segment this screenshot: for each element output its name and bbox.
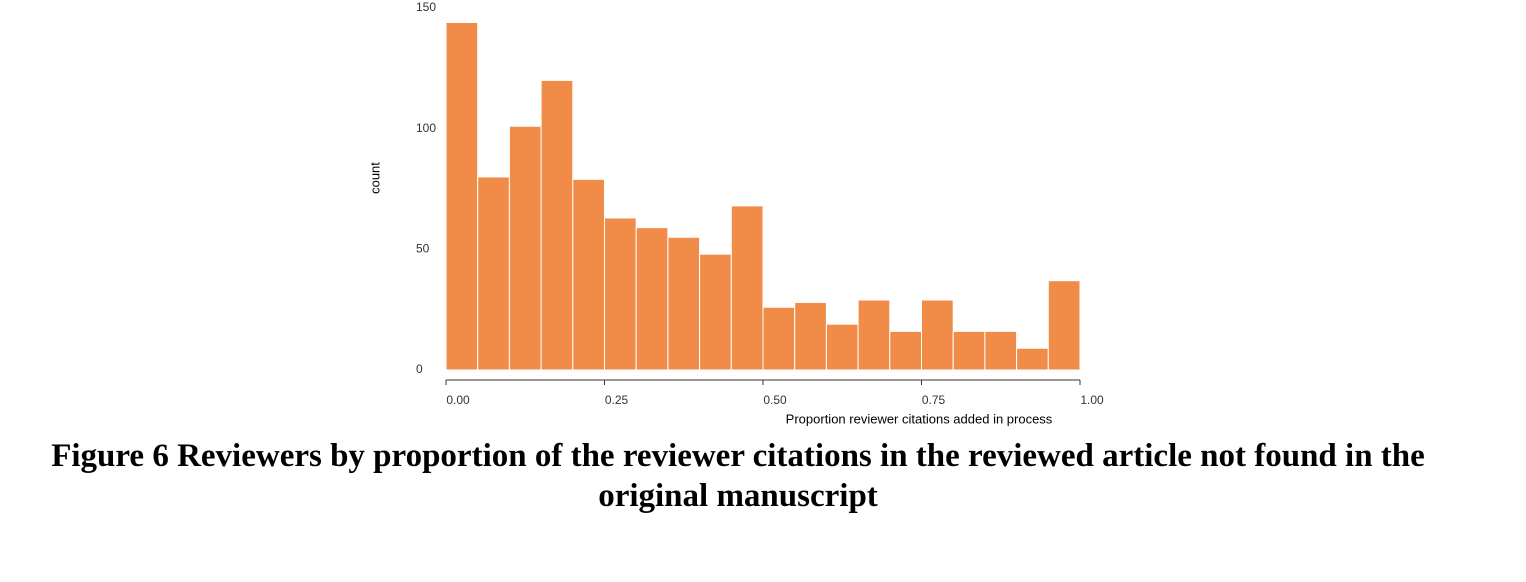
bar <box>572 178 605 371</box>
bar <box>794 301 827 371</box>
y-axis-label: count <box>367 162 382 194</box>
bar <box>1047 280 1081 371</box>
x-tick-label: 1.00 <box>1080 393 1104 407</box>
bar <box>921 299 954 371</box>
bar <box>445 21 479 371</box>
x-axis-label: Proportion reviewer citations added in p… <box>786 411 1053 426</box>
bar <box>635 227 669 371</box>
y-tick-label: 0 <box>416 362 423 376</box>
y-tick-label: 150 <box>416 0 436 14</box>
bar <box>604 217 637 371</box>
x-tick-label: 0.00 <box>446 393 470 407</box>
bar <box>889 330 922 371</box>
bar <box>984 330 1018 371</box>
bar <box>952 330 986 371</box>
chart: count Proportion reviewer citations adde… <box>367 0 1104 426</box>
figure-caption: Figure 6 Reviewers by proportion of the … <box>51 438 1425 514</box>
bar <box>857 299 891 371</box>
bar <box>825 323 859 371</box>
bar <box>540 79 574 371</box>
bar <box>730 205 764 371</box>
x-tick-label: 0.25 <box>605 393 629 407</box>
y-tick-label: 100 <box>416 121 436 135</box>
bar <box>477 176 510 371</box>
bar <box>508 125 542 371</box>
bar <box>762 306 796 371</box>
x-tick-label: 0.75 <box>922 393 946 407</box>
y-tick-label: 50 <box>416 242 430 256</box>
bar <box>699 253 732 371</box>
bar <box>667 236 701 371</box>
bar <box>1016 347 1049 371</box>
x-tick-label: 0.50 <box>763 393 787 407</box>
